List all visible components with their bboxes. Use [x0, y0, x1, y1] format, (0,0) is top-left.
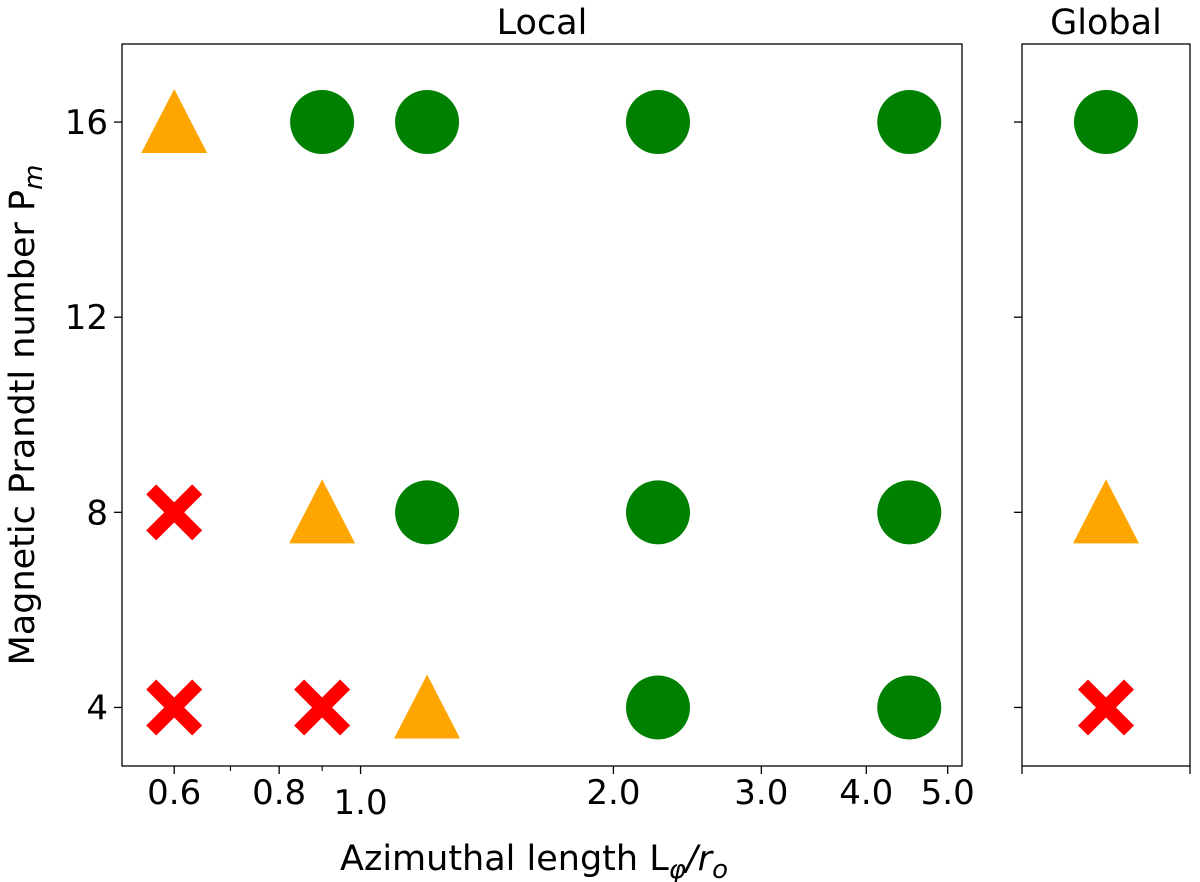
local-cross-marker — [146, 484, 203, 541]
local-circle-marker — [877, 480, 942, 545]
local-circle-marker — [626, 90, 691, 155]
local-plot-frame — [121, 43, 963, 767]
x-tick-label: 4.0 — [839, 773, 893, 813]
global-panel: Global — [1014, 3, 1191, 774]
local-triangle-marker — [141, 89, 208, 154]
local-circle-marker — [626, 480, 691, 545]
x-tick-label: 0.8 — [252, 773, 306, 813]
local-panel: Local 4 8 12 16 0.6 0.8 1.0 2.0 3.0 4.0 5.0 Azimutha… — [3, 3, 975, 882]
local-triangle-marker — [289, 479, 356, 544]
global-panel-title: Global — [1050, 3, 1162, 43]
local-circle-marker — [877, 675, 942, 740]
local-circle-marker — [395, 480, 460, 545]
global-cross-marker — [1078, 679, 1134, 736]
global-triangle-marker — [1073, 479, 1139, 544]
global-plot-frame — [1021, 43, 1191, 767]
local-triangle-marker — [394, 674, 461, 739]
y-tick-label: 12 — [65, 298, 108, 338]
x-tick-label: 3.0 — [734, 773, 788, 813]
local-circle-marker — [877, 90, 942, 155]
y-axis-title: Magnetic Prandtl number Pm — [3, 165, 49, 666]
x-tick-label: 5.0 — [921, 773, 975, 813]
x-tick-label: 1.0 — [334, 783, 388, 823]
local-circle-marker — [395, 90, 460, 155]
local-panel-title: Local — [497, 3, 588, 43]
x-tick-label: 0.6 — [147, 773, 201, 813]
global-circle-marker — [1074, 90, 1138, 155]
x-axis-title: Azimuthal length Lφ/ro — [340, 839, 728, 882]
local-circle-marker — [290, 90, 355, 155]
local-cross-marker — [146, 679, 203, 736]
y-tick-label: 16 — [65, 103, 108, 143]
local-circle-marker — [626, 675, 691, 740]
y-tick-label: 8 — [86, 493, 108, 533]
y-tick-label: 4 — [86, 688, 108, 728]
x-tick-label: 2.0 — [586, 773, 640, 813]
local-cross-marker — [294, 679, 351, 736]
